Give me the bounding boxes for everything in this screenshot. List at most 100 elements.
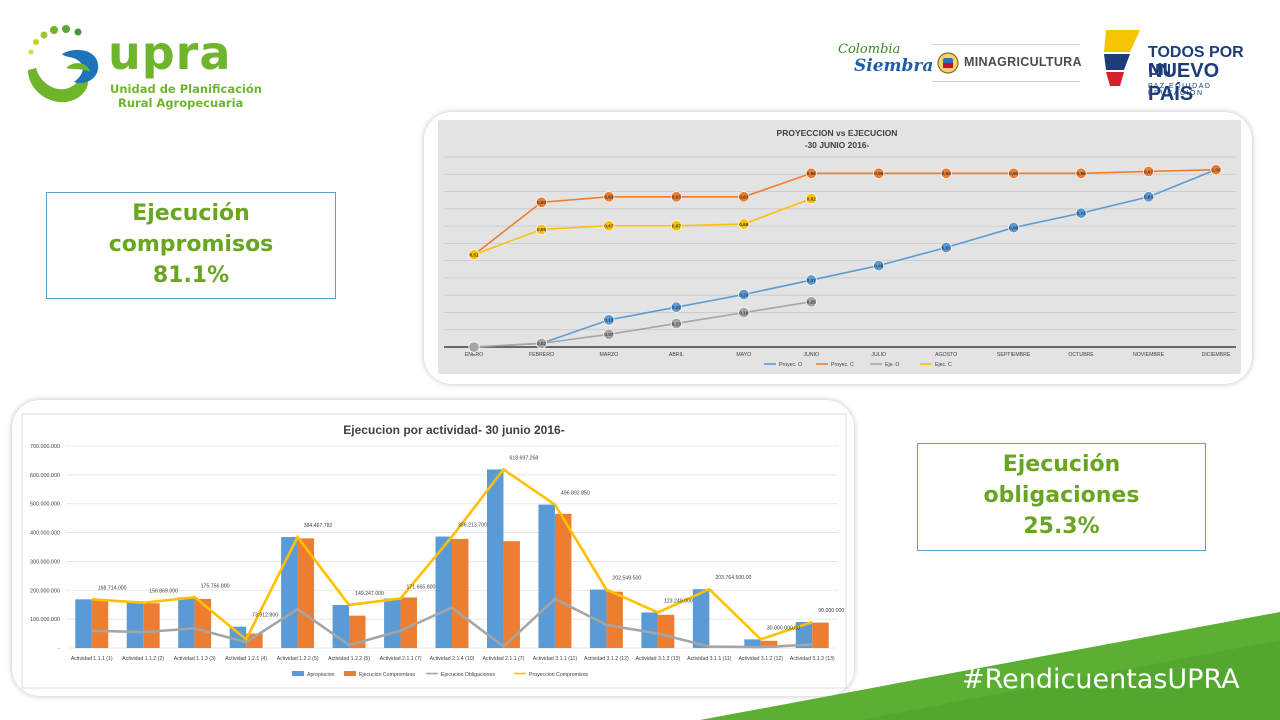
data-label: 0,25 (807, 300, 816, 305)
data-point (805, 167, 817, 179)
bar-apropiacion (229, 626, 247, 648)
data-point (738, 307, 750, 319)
nuevo-pais-flag-icon (1104, 30, 1140, 86)
y-tick-label: 400.000.000 (30, 531, 60, 537)
x-tick-label: Actividad 3.1.2 (12) (738, 656, 783, 662)
x-tick-label: Actividad 2.1.4 (10) (430, 656, 475, 662)
y-tick-label: 200.000.000 (30, 588, 60, 594)
data-point (670, 301, 682, 313)
value-label: 618.697.268 (509, 455, 538, 461)
data-point (603, 328, 615, 340)
data-label: 0,45 (874, 263, 883, 268)
bar-apropiacion (486, 469, 504, 648)
x-tick-label: JUNIO (803, 352, 819, 358)
data-point (1075, 207, 1087, 219)
data-point (738, 289, 750, 301)
bar-compromisos (554, 513, 572, 648)
x-tick-label: Actividad 1.2.1 (4) (225, 656, 267, 662)
data-label: 0,80 (537, 200, 546, 205)
value-label: 202.549.500 (612, 576, 641, 582)
x-tick-label: Actividad 1.1.3 (3) (174, 656, 216, 662)
bar-apropiacion (384, 598, 401, 648)
series-line-1 (473, 168, 1217, 348)
legend-label: Proyec. C (831, 362, 854, 368)
bar-compromisos (194, 598, 212, 648)
bar-compromisos (297, 538, 315, 648)
y-tick-label: 700.000.000 (30, 444, 60, 450)
data-point (1075, 167, 1087, 179)
data-label: 0,29 (739, 292, 748, 297)
x-tick-label: Actividad 1.1.1 (1) (71, 656, 113, 662)
data-point (738, 218, 750, 230)
data-point (670, 191, 682, 203)
value-label: 384.467.782 (304, 523, 333, 529)
value-label: 171.665.800 (407, 584, 436, 590)
legend-label: Ejec. C (935, 362, 952, 368)
bar-compromisos (657, 614, 675, 648)
proyeccion-chart: PROYECCION vs EJECUCION -30 JUNIO 2016- … (438, 120, 1241, 374)
data-point (535, 196, 547, 208)
data-point (873, 167, 885, 179)
bar-apropiacion (281, 537, 298, 648)
y-tick-label: 500.000.000 (30, 502, 60, 508)
y-tick-label: 100.000.000 (30, 617, 60, 623)
upra-subtitle-line1: Unidad de Planificación (110, 82, 262, 96)
x-tick-label: AGOSTO (935, 352, 957, 358)
data-point (535, 223, 547, 235)
data-point (603, 314, 615, 326)
upra-subtitle-line2: Rural Agropecuaria (118, 96, 244, 110)
data-label: 0,96 (942, 171, 951, 176)
obligaciones-percent: 25.3% (1023, 514, 1100, 539)
x-tick-label: ENERO (465, 352, 483, 358)
data-point (940, 241, 952, 253)
legend-label: Proyec. O (779, 362, 802, 368)
y-tick-label: - (58, 646, 60, 652)
data-point (805, 274, 817, 286)
bar-apropiacion (435, 536, 452, 648)
data-label: 0,83 (604, 195, 613, 200)
data-label: 0,51 (470, 253, 479, 258)
value-label: 90.000.000 (818, 608, 844, 614)
data-point (535, 337, 547, 349)
chart1-title: PROYECCION vs EJECUCION (777, 128, 898, 138)
data-label: 0,96 (1009, 171, 1018, 176)
x-tick-label: Actividad 3.1.3 (13) (636, 656, 681, 662)
siembra-script: Siembra (854, 56, 934, 76)
bar-apropiacion (589, 589, 607, 648)
compromisos-percent: 81.1% (152, 263, 230, 288)
bar-compromisos (760, 640, 778, 648)
obligaciones-label-2: obligaciones (983, 483, 1140, 508)
x-tick-label: FEBRERO (529, 352, 554, 358)
data-label: 0,65 (537, 227, 546, 232)
bar-apropiacion (641, 612, 658, 648)
data-label: 1,00 (1212, 167, 1221, 172)
legend-label: Ejecucion Obligaciones (441, 672, 495, 678)
value-label: 149.247.000 (355, 591, 384, 597)
value-label: 386.213.700 (458, 523, 487, 529)
legend-label: Eje. O (885, 362, 899, 368)
data-label: 0,67 (672, 224, 681, 229)
x-tick-label: NOVIEMBRE (1133, 352, 1165, 358)
value-label: 30.000.000,00 (767, 625, 800, 631)
data-label: 0,67 (604, 224, 613, 229)
data-point (805, 296, 817, 308)
data-point (468, 341, 480, 353)
line-obligaciones (91, 597, 813, 649)
data-label: 0,66 (1009, 225, 1018, 230)
value-label: 496.892.850 (561, 491, 590, 497)
nuevo-pais-logo: TODOS POR UN NUEVO PAÍS PAZ EQUIDAD EDUC… (1100, 26, 1260, 105)
data-point (1143, 191, 1155, 203)
data-label: 0,82 (807, 196, 816, 201)
data-point (805, 193, 817, 205)
x-tick-label: OCTUBRE (1068, 352, 1094, 358)
legend-label: Apropiacion (307, 672, 335, 678)
legend-swatch (344, 671, 356, 676)
value-label: 168.714.000 (98, 585, 127, 591)
data-point (603, 220, 615, 232)
hashtag-text: #RendicuentasUPRA (962, 664, 1240, 695)
data-point (940, 167, 952, 179)
legend-label: Ejecucion Compromisos (359, 672, 415, 678)
data-label: 0,07 (604, 332, 613, 337)
data-point (1143, 165, 1155, 177)
